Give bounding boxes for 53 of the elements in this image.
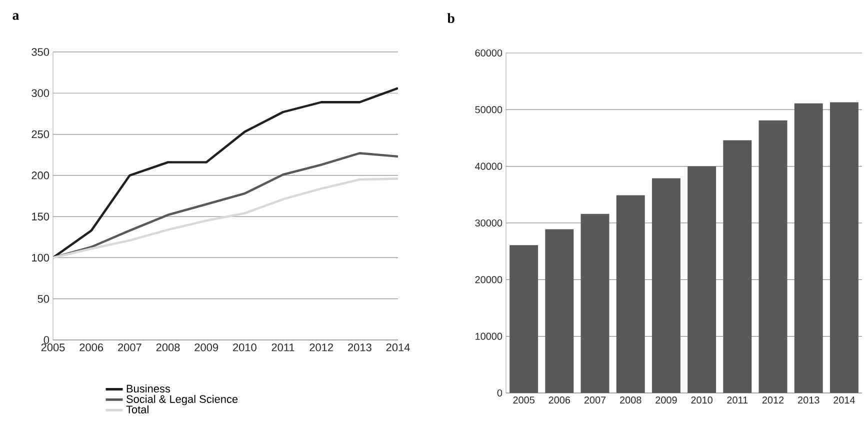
x-tick-label: 2009 xyxy=(656,396,677,404)
y-tick-label: 50000 xyxy=(475,106,502,114)
x-tick-label: 2007 xyxy=(584,396,606,404)
x-tick-label: 2008 xyxy=(620,396,642,404)
bar xyxy=(545,229,574,393)
y-tick-label: 100 xyxy=(32,254,50,262)
x-tick-label: 2014 xyxy=(834,396,855,404)
x-tick-label: 2012 xyxy=(762,396,784,404)
bar xyxy=(616,195,645,393)
x-tick-label: 2005 xyxy=(41,344,65,352)
legend-label: Social & Legal Science xyxy=(126,394,238,406)
bar xyxy=(830,102,858,393)
x-tick-label: 2006 xyxy=(548,396,570,404)
bar xyxy=(652,178,680,393)
bar xyxy=(510,245,538,393)
x-tick-label: 2006 xyxy=(80,344,104,352)
y-tick-label: 200 xyxy=(32,172,50,180)
bar xyxy=(580,214,610,393)
legend-label: Business xyxy=(126,384,170,393)
line-series xyxy=(53,152,398,259)
bar xyxy=(758,120,788,393)
y-tick-label: 0 xyxy=(497,389,502,397)
x-tick-label: 2009 xyxy=(194,344,218,352)
x-tick-label: 2010 xyxy=(691,396,712,404)
x-tick-label: 2012 xyxy=(310,344,333,352)
y-tick-label: 350 xyxy=(32,48,50,56)
bar xyxy=(688,166,716,393)
x-tick-label: 2013 xyxy=(798,396,820,404)
x-tick-label: 2010 xyxy=(233,344,256,352)
chart-title: a xyxy=(12,13,19,20)
x-tick-label: 2007 xyxy=(118,344,142,352)
chart-title: b xyxy=(447,13,454,24)
x-tick-label: 2008 xyxy=(156,344,180,352)
y-tick-label: 20000 xyxy=(475,276,502,284)
legend-label: Total xyxy=(126,405,148,414)
line-series xyxy=(53,87,398,259)
y-tick-label: 250 xyxy=(32,130,50,138)
line-series xyxy=(53,178,398,259)
x-tick-label: 2014 xyxy=(386,344,410,352)
y-tick-label: 60000 xyxy=(475,49,502,57)
y-tick-label: 30000 xyxy=(475,219,502,227)
y-tick-label: 50 xyxy=(38,294,50,303)
x-tick-label: 2011 xyxy=(727,396,748,404)
y-tick-label: 0 xyxy=(44,336,50,344)
bar xyxy=(794,103,823,393)
y-tick-label: 150 xyxy=(32,212,50,220)
y-tick-label: 300 xyxy=(32,89,50,98)
y-tick-label: 40000 xyxy=(475,162,502,170)
x-tick-label: 2013 xyxy=(348,344,372,352)
bar xyxy=(723,140,752,393)
x-tick-label: 2011 xyxy=(272,344,294,352)
x-tick-label: 2005 xyxy=(513,396,534,404)
y-tick-label: 10000 xyxy=(476,332,502,340)
